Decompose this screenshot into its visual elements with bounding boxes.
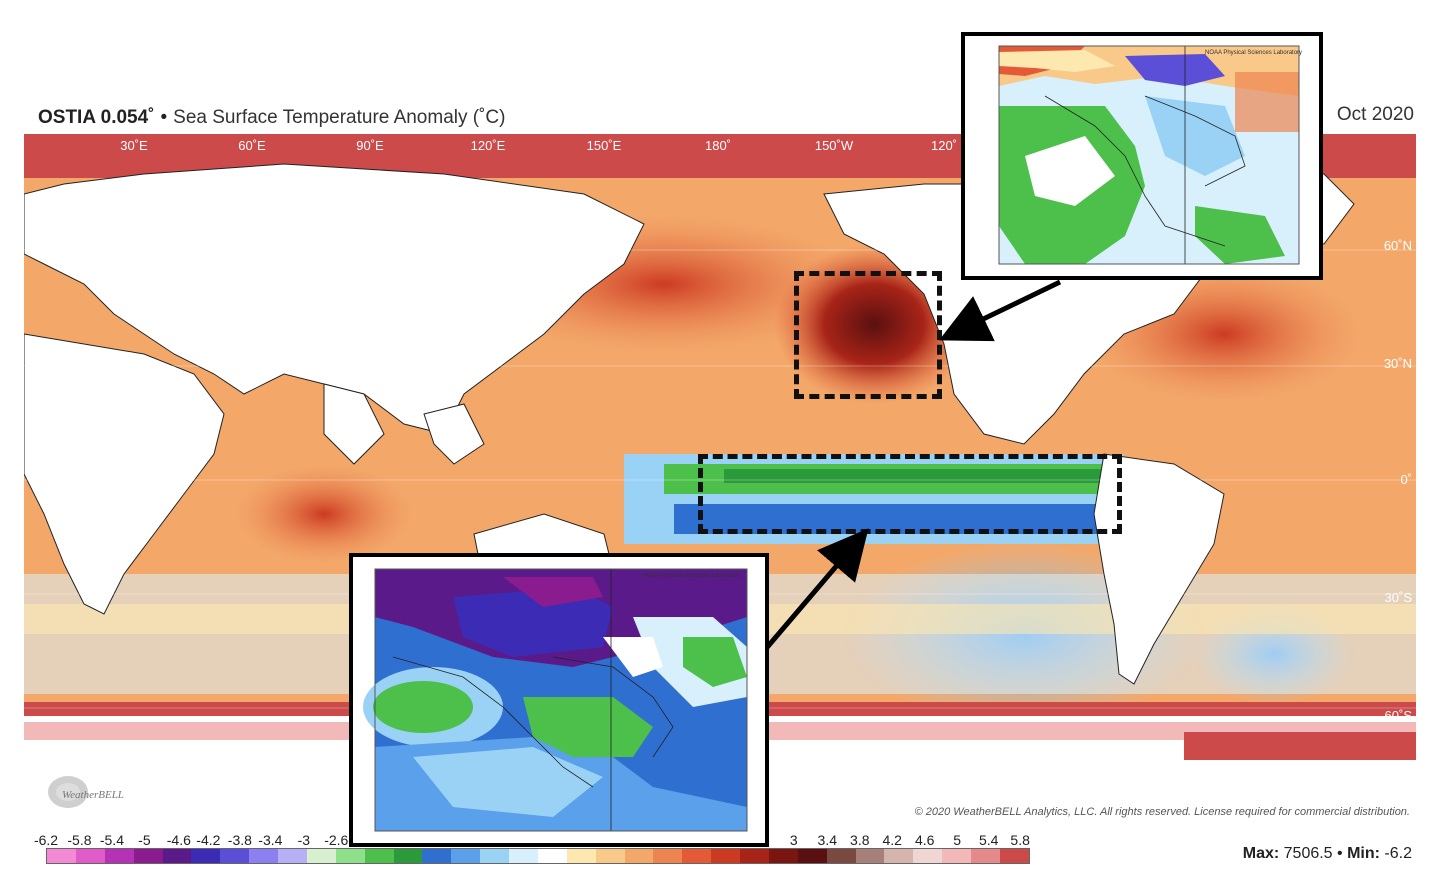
legend-tick: -6.2 bbox=[33, 832, 59, 848]
legend-tick: 3 bbox=[789, 832, 798, 848]
min-value: -6.2 bbox=[1384, 845, 1412, 862]
legend-swatch bbox=[451, 849, 481, 863]
inset-north-america-bottom: NOAA Physical Sciences Laboratory bbox=[349, 553, 769, 847]
legend-tick: 5.4 bbox=[978, 832, 999, 848]
color-legend: -6.2 -5.8 -5.4 -5 -4.6 -4.2 -3.8 -3.4 -3… bbox=[34, 832, 1030, 864]
legend-ticks: -6.2 -5.8 -5.4 -5 -4.6 -4.2 -3.8 -3.4 -3… bbox=[34, 832, 1030, 848]
legend-tick: -3 bbox=[297, 832, 311, 848]
weatherbell-logo: WeatherBELL bbox=[46, 770, 141, 810]
legend-tick: -5.8 bbox=[67, 832, 92, 848]
legend-swatch bbox=[595, 849, 625, 863]
legend-tick: 3.4 bbox=[817, 832, 838, 848]
legend-tick: -4.2 bbox=[196, 832, 221, 848]
legend-tick: -2.6 bbox=[324, 832, 349, 848]
lat-label: 30˚N bbox=[1383, 356, 1412, 371]
map-subtitle: Sea Surface Temperature Anomaly (˚C) bbox=[173, 107, 506, 128]
legend-tick: -5 bbox=[138, 832, 151, 848]
min-label: Min: bbox=[1347, 845, 1380, 862]
legend-swatch bbox=[537, 849, 567, 863]
legend-swatch bbox=[133, 849, 163, 863]
legend-swatch bbox=[942, 849, 971, 863]
legend-tick: 5.8 bbox=[1010, 832, 1030, 848]
legend-tick: 4.6 bbox=[914, 832, 935, 848]
legend-swatch bbox=[797, 849, 827, 863]
legend-swatch bbox=[855, 849, 885, 863]
legend-swatch bbox=[653, 849, 683, 863]
legend-swatch bbox=[220, 849, 250, 863]
legend-swatch bbox=[162, 849, 192, 863]
legend-swatch bbox=[480, 849, 509, 863]
legend-swatch bbox=[306, 849, 336, 863]
legend-swatch bbox=[393, 849, 423, 863]
legend-swatch bbox=[913, 849, 943, 863]
legend-tick: -4.6 bbox=[166, 832, 191, 848]
legend-tick: -3.4 bbox=[258, 832, 283, 848]
date-label: Oct 2020 bbox=[1336, 104, 1414, 125]
legend-swatch bbox=[278, 849, 307, 863]
legend-swatch bbox=[884, 849, 914, 863]
inset-north-america-top: NOAA Physical Sciences Laboratory bbox=[961, 32, 1323, 280]
legend-swatch bbox=[335, 849, 365, 863]
lat-label: 0˚ bbox=[1400, 472, 1412, 487]
legend-swatch bbox=[971, 849, 1000, 863]
lat-label: 60˚S bbox=[1384, 708, 1412, 723]
legend-swatch bbox=[740, 849, 769, 863]
map-title: OSTIA 0.054˚ • Sea Surface Temperature A… bbox=[38, 104, 505, 132]
max-min-stats: Max: 7506.5 • Min: -6.2 bbox=[1243, 845, 1412, 863]
legend-swatch bbox=[47, 849, 76, 863]
legend-swatch bbox=[364, 849, 394, 863]
equatorial-pacific-highlight-box bbox=[698, 454, 1122, 534]
inset-top-source: NOAA Physical Sciences Laboratory bbox=[1205, 50, 1302, 56]
legend-swatch bbox=[75, 849, 105, 863]
legend-tick: -5.4 bbox=[99, 832, 124, 848]
ne-pacific-highlight-box bbox=[794, 271, 942, 399]
max-label: Max: bbox=[1242, 845, 1280, 862]
model-name: OSTIA 0.054˚ bbox=[38, 107, 155, 128]
max-value: 7506.5 bbox=[1283, 845, 1333, 862]
inset-bottom-map: NOAA Physical Sciences Laboratory bbox=[353, 557, 765, 843]
legend-swatch bbox=[711, 849, 740, 863]
logo-text: WeatherBELL bbox=[62, 789, 124, 801]
legend-swatch bbox=[682, 849, 712, 863]
legend-swatch bbox=[768, 849, 798, 863]
legend-swatch bbox=[566, 849, 596, 863]
legend-tick: 3.8 bbox=[850, 832, 870, 848]
lat-label: 30˚S bbox=[1384, 590, 1412, 605]
copyright-notice: © 2020 WeatherBELL Analytics, LLC. All r… bbox=[914, 806, 1410, 818]
legend-swatch bbox=[104, 849, 134, 863]
legend-swatch bbox=[191, 849, 221, 863]
legend-tick: -3.8 bbox=[227, 832, 252, 848]
inset-bottom-source: NOAA Physical Sciences Laboratory bbox=[643, 573, 740, 579]
title-separator: • bbox=[160, 107, 168, 128]
legend-swatch bbox=[249, 849, 278, 863]
legend-tick: 5 bbox=[953, 832, 962, 848]
inset-top-map: NOAA Physical Sciences Laboratory bbox=[965, 36, 1319, 276]
legend-swatch bbox=[422, 849, 452, 863]
legend-swatch bbox=[999, 849, 1029, 863]
legend-swatch bbox=[509, 849, 538, 863]
legend-swatch bbox=[826, 849, 856, 863]
legend-color-bar bbox=[46, 848, 1030, 864]
legend-tick: 4.2 bbox=[882, 832, 902, 848]
legend-swatch bbox=[624, 849, 654, 863]
lat-label: 60˚N bbox=[1383, 238, 1412, 253]
stats-separator: • bbox=[1337, 845, 1343, 862]
